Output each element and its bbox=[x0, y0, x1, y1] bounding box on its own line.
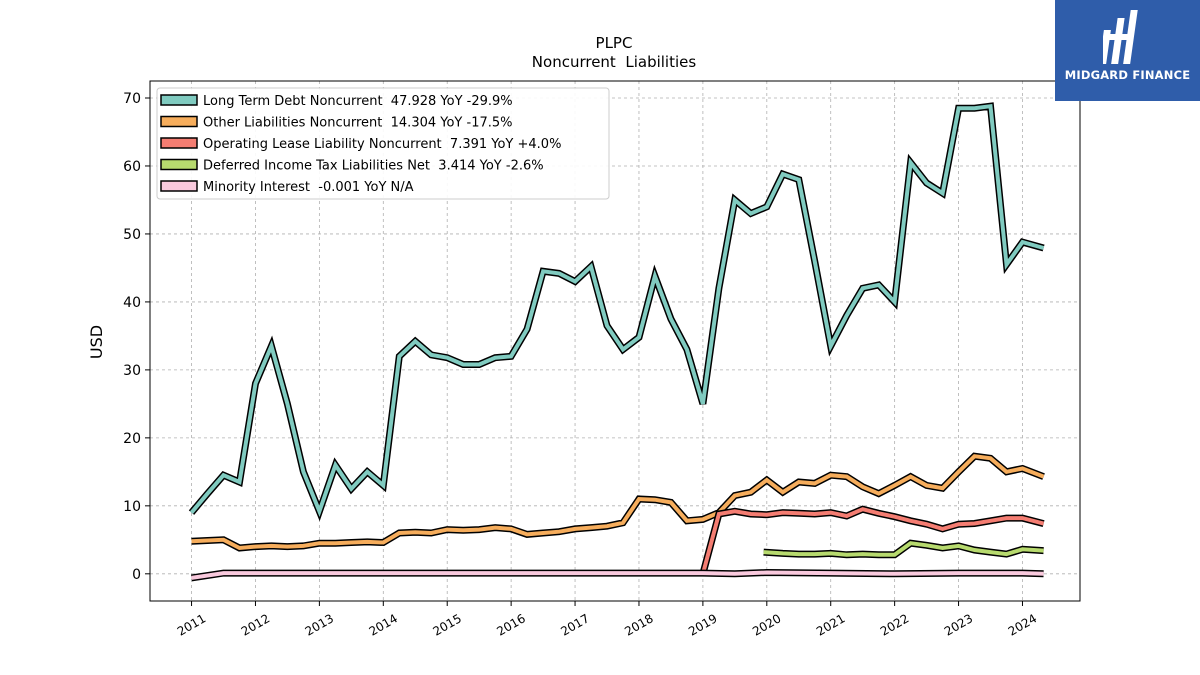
legend-box bbox=[156, 87, 610, 200]
legend-swatch bbox=[160, 180, 198, 192]
legend-label: Other Liabilities Noncurrent 14.304 YoY … bbox=[203, 116, 513, 131]
x-tick-label: 2014 bbox=[367, 611, 400, 638]
y-tick-label: 20 bbox=[123, 431, 141, 447]
series-line bbox=[191, 570, 1044, 580]
legend-item: Minority Interest -0.001 YoY N/A bbox=[160, 180, 414, 195]
x-tick-label: 2024 bbox=[1006, 611, 1039, 638]
brand-logo: MIDGARD FINANCE bbox=[1055, 0, 1200, 101]
x-tick-label: 2019 bbox=[686, 611, 719, 638]
x-tick-label: 2018 bbox=[622, 611, 655, 638]
x-tick-label: 2016 bbox=[494, 611, 527, 638]
plot-frame bbox=[149, 80, 1081, 602]
series-lines bbox=[188, 102, 1045, 582]
legend-label: Long Term Debt Noncurrent 47.928 YoY -29… bbox=[203, 94, 513, 109]
chart-title: PLPC bbox=[596, 34, 633, 52]
brand-name: MIDGARD FINANCE bbox=[1064, 68, 1191, 82]
x-tick-label: 2015 bbox=[430, 611, 463, 638]
x-tick-label: 2017 bbox=[558, 611, 591, 638]
series-operating-lease-liability-noncurrent bbox=[699, 505, 1045, 575]
legend-swatch bbox=[160, 115, 198, 128]
x-tick-label: 2012 bbox=[239, 611, 272, 638]
x-tick-label: 2023 bbox=[942, 611, 975, 638]
legend-label: Operating Lease Liability Noncurrent 7.3… bbox=[203, 137, 561, 152]
y-tick-label: 40 bbox=[123, 295, 141, 311]
legend-label: Deferred Income Tax Liabilities Net 3.41… bbox=[203, 159, 544, 174]
y-axis-label: USD bbox=[87, 325, 106, 359]
x-tick-label: 2021 bbox=[814, 611, 847, 638]
legend-swatch bbox=[160, 158, 198, 171]
legend-item: Operating Lease Liability Noncurrent 7.3… bbox=[160, 137, 561, 152]
y-tick-label: 70 bbox=[123, 91, 141, 107]
midgard-finance-logo-icon bbox=[1103, 10, 1138, 64]
x-tick-label: 2020 bbox=[750, 611, 783, 638]
y-tick-label: 10 bbox=[123, 499, 141, 515]
grid bbox=[150, 81, 1080, 601]
series-deferred-income-tax-liabilities-net bbox=[763, 539, 1044, 559]
legend-item: Long Term Debt Noncurrent 47.928 YoY -29… bbox=[160, 94, 513, 109]
y-tick-label: 50 bbox=[123, 227, 141, 243]
series-other-liabilities-noncurrent bbox=[191, 452, 1045, 552]
legend-label: Minority Interest -0.001 YoY N/A bbox=[203, 180, 414, 195]
series-line bbox=[763, 541, 1044, 557]
x-tick-label: 2022 bbox=[878, 611, 911, 638]
y-tick-label: 0 bbox=[132, 567, 141, 583]
legend: Long Term Debt Noncurrent 47.928 YoY -29… bbox=[156, 87, 610, 200]
series-line bbox=[191, 454, 1045, 551]
legend-item: Other Liabilities Noncurrent 14.304 YoY … bbox=[160, 115, 513, 131]
legend-swatch bbox=[160, 137, 198, 149]
legend-item: Deferred Income Tax Liabilities Net 3.41… bbox=[160, 158, 544, 174]
series-minority-interest bbox=[190, 568, 1044, 582]
series-long-term-debt-noncurrent bbox=[188, 102, 1045, 522]
y-tick-label: 30 bbox=[123, 363, 141, 379]
y-tick-label: 60 bbox=[123, 159, 141, 175]
series-line bbox=[189, 103, 1045, 517]
legend-swatch bbox=[160, 94, 198, 106]
x-tick-label: 2011 bbox=[175, 611, 208, 638]
x-tick-label: 2013 bbox=[303, 611, 336, 638]
chart-subtitle: Noncurrent Liabilities bbox=[532, 53, 697, 71]
series-line bbox=[700, 507, 1045, 575]
